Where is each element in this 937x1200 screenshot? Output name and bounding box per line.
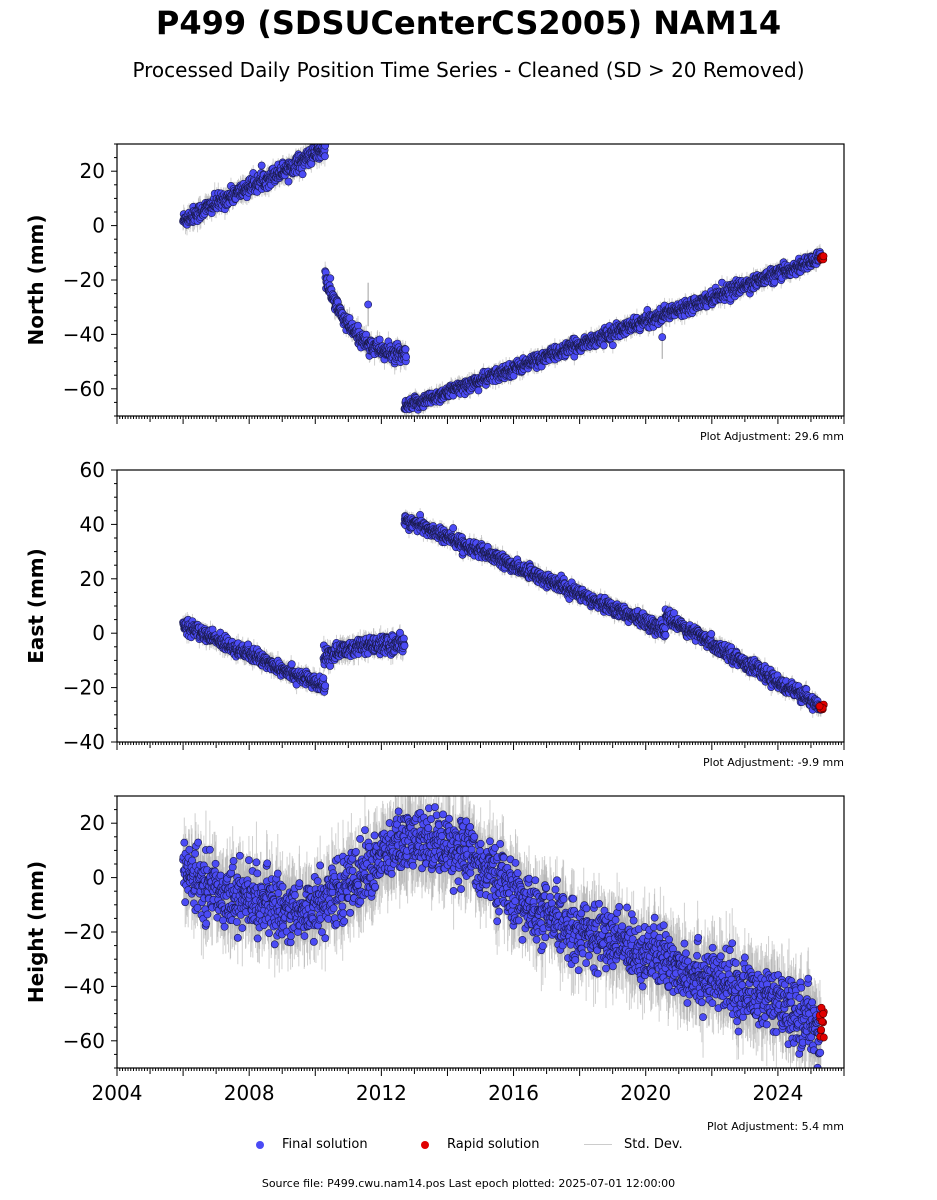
final-point [375,335,384,344]
final-point [321,144,330,150]
y-tick-label: −20 [63,268,105,292]
y-tick-label: 20 [80,159,105,183]
y-axis-label: North (mm) [24,214,48,345]
y-tick-label: −40 [63,322,105,346]
final-point [320,152,329,161]
rapid-point [819,252,828,261]
final-point [608,341,617,350]
final-point [257,161,266,170]
final-point [474,386,483,395]
final-point [599,341,608,350]
data-points [179,144,828,414]
y-tick-label: −60 [63,377,105,401]
stddev-bars [182,508,822,718]
y-tick-label: 0 [92,214,105,238]
plot-adjustment: Plot Adjustment: 29.6 mm [700,430,844,443]
final-point [298,170,307,179]
final-point [401,345,410,354]
final-point [326,274,335,283]
outlier-point [364,300,373,309]
chart-title: P499 (SDSUCenterCS2005) NAM14 [155,4,782,42]
final-point [284,177,293,186]
final-point [402,353,411,361]
chart-subtitle: Processed Daily Position Time Series - C… [132,58,805,82]
outlier-point [658,333,667,342]
panel-0: −60 −40 −20 0 20 North (mm) Plot Adjustment: 2… [24,143,845,443]
